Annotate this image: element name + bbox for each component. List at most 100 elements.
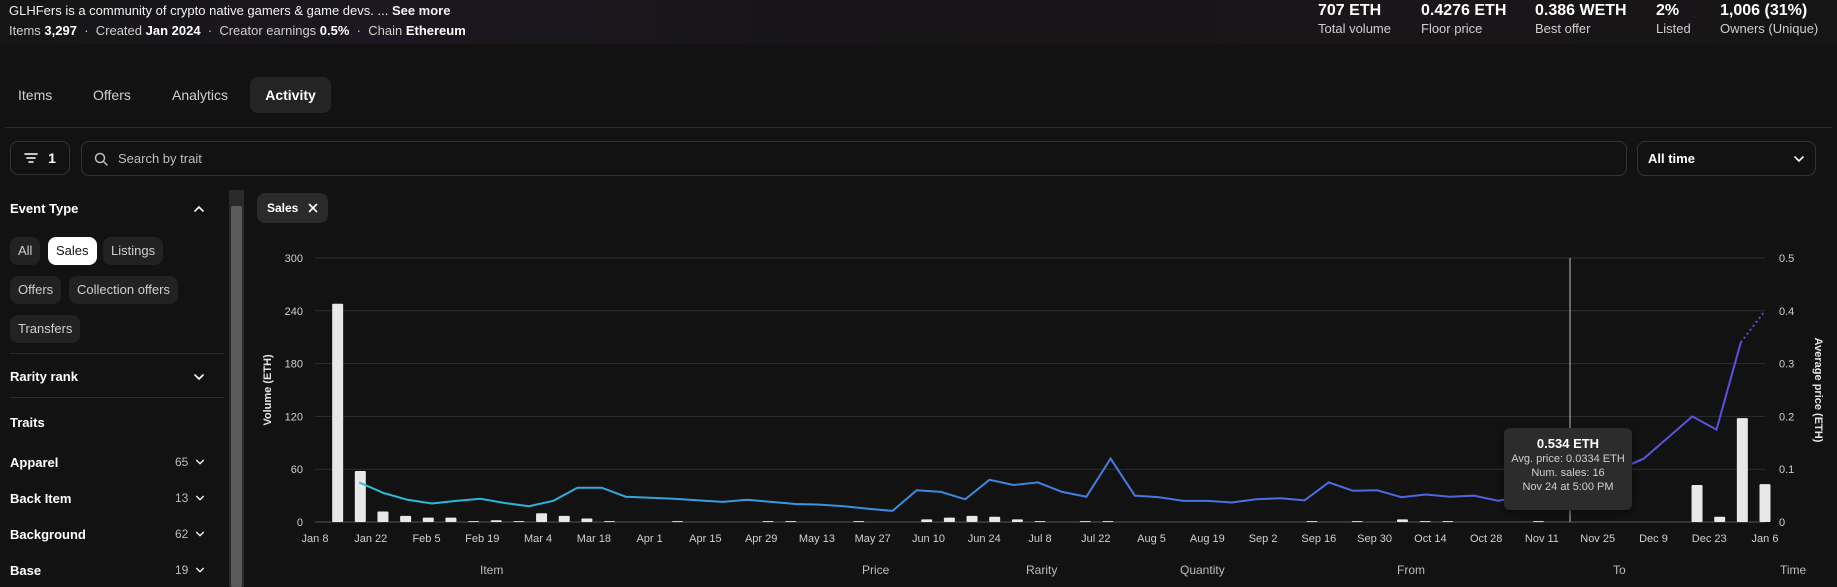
close-icon[interactable] xyxy=(308,203,318,213)
tooltip-num-sales: Num. sales: 16 xyxy=(1531,467,1605,479)
event-filter-sales[interactable]: Sales xyxy=(48,237,97,265)
event-filter-collection-offers[interactable]: Collection offers xyxy=(69,276,178,304)
x-tick-label: Nov 25 xyxy=(1580,533,1615,545)
x-tick-label: Mar 4 xyxy=(524,533,552,545)
stat-total-volume: 707 ETH Total volume xyxy=(1318,2,1391,36)
collection-description: GLHFers is a community of crypto native … xyxy=(9,3,450,18)
tooltip-volume: 0.534 ETH xyxy=(1536,436,1600,451)
y-axis-title: Volume (ETH) xyxy=(262,354,274,426)
event-type-title[interactable]: Event Type xyxy=(10,201,79,216)
tab-activity[interactable]: Activity xyxy=(250,77,331,113)
avg-price-projection xyxy=(1739,310,1766,344)
volume-bar xyxy=(513,521,525,522)
tab-analytics[interactable]: Analytics xyxy=(172,87,229,103)
y2-tick-label: 0.5 xyxy=(1779,253,1794,265)
column-rarity[interactable]: Rarity xyxy=(1026,563,1058,577)
chevron-down-icon xyxy=(196,495,204,501)
chain-value: Ethereum xyxy=(405,23,466,38)
x-tick-label: Sep 16 xyxy=(1301,533,1336,545)
tab-items[interactable]: Items xyxy=(18,87,53,103)
volume-bar xyxy=(1532,521,1544,522)
volume-bar xyxy=(989,516,1001,522)
x-tick-label: Jan 8 xyxy=(302,533,329,545)
traits-title: Traits xyxy=(10,415,45,430)
x-tick-label: Sep 2 xyxy=(1249,533,1278,545)
y-tick-label: 300 xyxy=(285,253,303,265)
volume-bar xyxy=(943,517,955,522)
volume-bar xyxy=(1397,519,1408,522)
column-time[interactable]: Time xyxy=(1780,563,1807,577)
see-more-link[interactable]: See more xyxy=(391,3,451,18)
volume-bar xyxy=(1759,484,1771,522)
x-tick-label: Feb 5 xyxy=(412,533,440,545)
search-placeholder: Search by trait xyxy=(118,151,202,166)
active-filter-chip[interactable]: Sales xyxy=(257,193,329,223)
trait-base[interactable]: Base 19 xyxy=(10,563,210,578)
filter-toggle-button[interactable]: 1 xyxy=(10,141,70,175)
chevron-down-icon xyxy=(196,567,204,573)
sidebar-divider xyxy=(10,353,224,354)
y2-tick-label: 0.3 xyxy=(1779,359,1794,371)
chevron-up-icon[interactable] xyxy=(193,203,205,215)
x-tick-label: Jul 8 xyxy=(1028,533,1051,545)
tabs-divider xyxy=(5,127,1832,128)
filter-count: 1 xyxy=(48,150,56,166)
chain-label: Chain xyxy=(368,23,403,38)
active-filter-label: Sales xyxy=(267,201,299,215)
y-tick-label: 120 xyxy=(285,411,303,423)
column-price[interactable]: Price xyxy=(862,563,890,577)
time-range-value: All time xyxy=(1648,151,1695,166)
scrollbar-thumb[interactable] xyxy=(231,206,242,587)
y2-tick-label: 0.2 xyxy=(1779,411,1794,423)
x-tick-label: Aug 5 xyxy=(1137,533,1166,545)
rarity-rank-title[interactable]: Rarity rank xyxy=(10,369,78,384)
volume-bar xyxy=(536,513,548,522)
column-item[interactable]: Item xyxy=(480,563,504,577)
tab-offers[interactable]: Offers xyxy=(93,87,131,103)
event-filter-all[interactable]: All xyxy=(10,237,41,265)
y-tick-label: 0 xyxy=(297,517,303,529)
created-label: Created xyxy=(95,23,142,38)
filter-icon xyxy=(24,153,38,163)
trait-background[interactable]: Background 62 xyxy=(10,527,210,542)
chevron-down-icon[interactable] xyxy=(193,371,205,383)
column-to[interactable]: To xyxy=(1613,563,1626,577)
column-quantity[interactable]: Quantity xyxy=(1180,563,1225,577)
event-filter-listings[interactable]: Listings xyxy=(103,237,164,265)
x-tick-label: Dec 23 xyxy=(1692,533,1727,545)
x-tick-label: Jan 6 xyxy=(1752,533,1779,545)
volume-bar xyxy=(1736,418,1748,522)
volume-bar xyxy=(1714,516,1726,522)
volume-bar xyxy=(1034,521,1046,522)
volume-bar xyxy=(762,521,774,522)
trait-search-input[interactable]: Search by trait xyxy=(81,141,1627,176)
event-filter-offers[interactable]: Offers xyxy=(10,276,62,304)
volume-bar xyxy=(1442,521,1454,522)
x-tick-label: Jul 22 xyxy=(1081,533,1110,545)
stat-best-offer: 0.386 WETH Best offer xyxy=(1535,2,1627,36)
trait-back-item[interactable]: Back Item 13 xyxy=(10,491,210,506)
collection-meta: Items 3,297 · Created Jan 2024 · Creator… xyxy=(9,23,466,38)
time-range-select[interactable]: All time xyxy=(1637,141,1816,176)
x-tick-label: Apr 1 xyxy=(636,533,662,545)
x-tick-label: Sep 30 xyxy=(1357,533,1392,545)
stat-owners: 1,006 (31%) Owners (Unique) xyxy=(1720,2,1819,36)
volume-bar xyxy=(490,520,502,522)
trait-apparel[interactable]: Apparel 65 xyxy=(10,455,210,470)
chart-tooltip: 0.534 ETH Avg. price: 0.0334 ETH Num. sa… xyxy=(1504,428,1632,510)
volume-bar xyxy=(785,521,797,522)
items-value: 3,297 xyxy=(44,23,77,38)
y-tick-label: 60 xyxy=(291,464,303,476)
volume-bar xyxy=(1102,521,1114,522)
volume-bar xyxy=(672,521,683,522)
volume-bar xyxy=(445,517,457,522)
volume-bar xyxy=(1351,521,1363,522)
y2-tick-label: 0.1 xyxy=(1779,464,1794,476)
description-text: GLHFers is a community of crypto native … xyxy=(9,3,389,18)
earnings-label: Creator earnings xyxy=(219,23,317,38)
y-tick-label: 180 xyxy=(285,359,303,371)
column-from[interactable]: From xyxy=(1397,563,1425,577)
event-filter-transfers[interactable]: Transfers xyxy=(10,315,81,343)
y2-tick-label: 0.4 xyxy=(1779,306,1794,318)
x-tick-label: Oct 28 xyxy=(1470,533,1502,545)
